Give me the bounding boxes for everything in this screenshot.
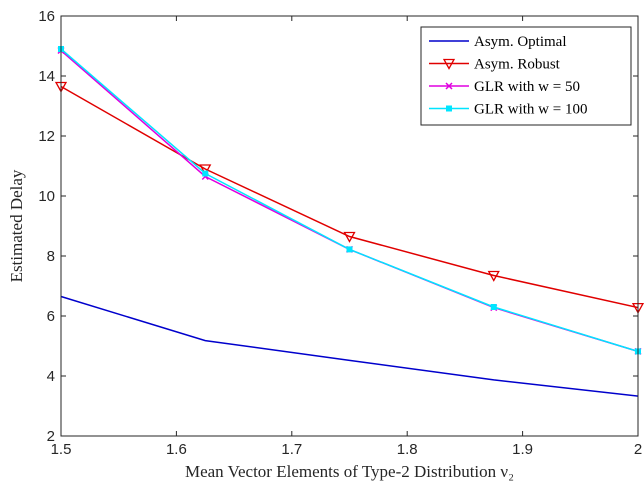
legend-item: GLR with w = 100 (429, 102, 587, 118)
data-point (487, 270, 500, 282)
y-tick-label: 8 (47, 248, 55, 265)
y-tick-label: 2 (47, 428, 55, 445)
y-tick-label: 4 (47, 368, 55, 385)
data-point (346, 246, 353, 253)
y-tick-label: 10 (38, 188, 55, 205)
legend-item: Asym. Robust (429, 57, 561, 73)
x-tick-label: 2 (634, 441, 642, 458)
x-tick-label: 1.5 (51, 441, 72, 458)
y-axis-label: Estimated Delay (7, 169, 26, 282)
y-tick-label: 16 (38, 8, 55, 25)
axes-layer: 1.5 1.6 1.7 1.8 1.9 2 2 4 6 8 10 12 14 16 (38, 8, 642, 458)
x-tick-label: 1.6 (166, 441, 187, 458)
data-point (490, 304, 497, 310)
series-line (60, 295, 639, 397)
y-tick-label: 6 (47, 308, 55, 325)
axes-box (60, 15, 639, 437)
legend-marker (446, 105, 452, 112)
data-point (199, 164, 212, 176)
x-tick-label: 1.7 (281, 441, 302, 458)
data-point (343, 231, 356, 243)
legend-label: Asym. Robust (474, 57, 561, 73)
legend-label: GLR with w = 50 (474, 79, 580, 95)
series-1 (60, 295, 639, 397)
legend-marker (445, 82, 453, 90)
legend: Asym. Optimal Asym. Robust GLR with w = 50… (420, 26, 632, 126)
series-line (60, 85, 639, 309)
y-tick-label: 12 (38, 128, 55, 145)
legend-marker (442, 58, 456, 70)
y-tick-label: 14 (38, 68, 55, 85)
legend-item: Asym. Optimal (429, 34, 567, 50)
legend-label: Asym. Optimal (474, 34, 567, 50)
legend-item: GLR with w = 50 (429, 79, 580, 95)
x-axis-label: Mean Vector Elements of Type-2 Distribut… (185, 462, 514, 481)
data-point (202, 170, 209, 177)
x-tick-label: 1.9 (512, 441, 533, 458)
legend-label: GLR with w = 100 (474, 102, 587, 118)
x-tick-label: 1.8 (397, 441, 418, 458)
